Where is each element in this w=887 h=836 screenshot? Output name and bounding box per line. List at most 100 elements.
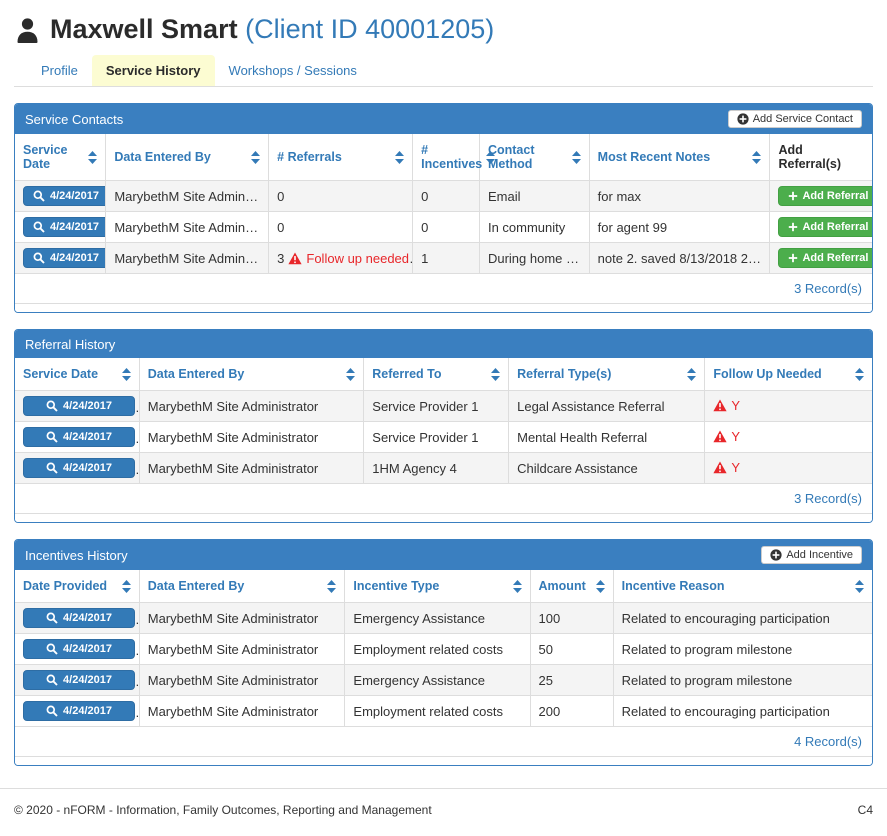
col-service-date[interactable]: Service Date (15, 358, 140, 391)
plus-icon (788, 191, 798, 201)
panel-padding (15, 304, 872, 312)
warning-icon (713, 461, 727, 474)
view-service-contact-button[interactable]: 4/24/2017 (23, 186, 105, 206)
service-contacts-table: Service Date Data Entered By # Referrals… (15, 134, 872, 304)
data-entered-by-cell: MarybethM Site Administrator (139, 695, 346, 727)
referral-type-cell: Childcare Assistance (508, 452, 706, 484)
sort-icon (251, 150, 261, 164)
record-count: 3 Record(s) (15, 483, 872, 514)
col-data-entered-by[interactable]: Data Entered By (105, 134, 270, 181)
view-incentive-button[interactable]: 4/24/2017 (23, 670, 135, 690)
view-incentive-button[interactable]: 4/24/2017 (23, 639, 135, 659)
view-referral-button[interactable]: 4/24/2017 (23, 458, 135, 478)
panel-padding (15, 757, 872, 765)
col-incentive-type[interactable]: Incentive Type (344, 570, 531, 603)
referral-type-cell: Legal Assistance Referral (508, 390, 706, 422)
col-add-referrals: Add Referral(s) (769, 134, 872, 181)
table-row: 4/24/2017 MarybethM Site Administrator 1… (15, 452, 872, 484)
search-icon (46, 705, 58, 717)
tab-service-history[interactable]: Service History (91, 55, 215, 86)
incentive-reason-cell: Related to program milestone (613, 633, 872, 665)
add-incentive-button[interactable]: Add Incentive (761, 546, 862, 564)
incentive-reason-cell: Related to program milestone (613, 664, 872, 696)
col-num-incentives[interactable]: # Incentives (412, 134, 496, 181)
view-service-contact-button[interactable]: 4/24/2017 (23, 248, 105, 268)
user-icon (14, 16, 41, 44)
incentives-history-panel: Incentives History Add Incentive Date Pr… (14, 539, 873, 766)
col-referred-to[interactable]: Referred To (363, 358, 510, 391)
sort-icon (571, 150, 581, 164)
table-row: 4/24/2017 MarybethM Site Administrator 0… (15, 211, 872, 243)
follow-up-cell: Y (704, 421, 872, 453)
tab-bar: Profile Service History Workshops / Sess… (14, 55, 873, 87)
referred-to-cell: Service Provider 1 (363, 390, 510, 422)
col-data-entered-by[interactable]: Data Entered By (139, 358, 365, 391)
col-contact-method[interactable]: Contact Method (479, 134, 590, 181)
page-header: Maxwell Smart (Client ID 40001205) (14, 14, 873, 45)
view-referral-button[interactable]: 4/24/2017 (23, 396, 135, 416)
referral-history-panel: Referral History Service Date Data Enter… (14, 329, 873, 523)
col-most-recent-notes[interactable]: Most Recent Notes (589, 134, 771, 181)
table-row: 4/24/2017 MarybethM Site Administrator S… (15, 390, 872, 422)
search-icon (33, 190, 45, 202)
col-follow-up-needed[interactable]: Follow Up Needed (704, 358, 872, 391)
warning-icon (713, 399, 727, 412)
table-row: 4/24/2017 MarybethM Site Administrator 3… (15, 242, 872, 274)
col-amount[interactable]: Amount (530, 570, 614, 603)
view-incentive-button[interactable]: 4/24/2017 (23, 701, 135, 721)
view-referral-button[interactable]: 4/24/2017 (23, 427, 135, 447)
contact-method-cell: In community (479, 211, 590, 243)
record-count: 4 Record(s) (15, 726, 872, 757)
sort-icon (687, 367, 697, 381)
incentive-reason-cell: Related to encouraging participation (613, 695, 872, 727)
tab-workshops-sessions[interactable]: Workshops / Sessions (228, 63, 357, 78)
add-service-contact-button[interactable]: Add Service Contact (727, 110, 862, 128)
incentive-type-cell: Emergency Assistance (344, 664, 531, 696)
add-referral-button[interactable]: Add Referral (778, 217, 872, 237)
service-contacts-title: Service Contacts (25, 111, 124, 127)
col-referral-types[interactable]: Referral Type(s) (508, 358, 706, 391)
col-num-referrals[interactable]: # Referrals (268, 134, 414, 181)
data-entered-by-cell: MarybethM Site Administrator (139, 390, 365, 422)
warning-icon (713, 430, 727, 443)
referred-to-cell: Service Provider 1 (363, 421, 510, 453)
referrals-cell: 0 (268, 180, 414, 212)
contact-method-cell: Email (479, 180, 590, 212)
col-date-provided[interactable]: Date Provided (15, 570, 140, 603)
referral-history-title: Referral History (25, 336, 116, 352)
data-entered-by-cell: MarybethM Site Administrator (139, 421, 365, 453)
data-entered-by-cell: MarybethM Site Administrator (139, 452, 365, 484)
table-row: 4/24/2017 MarybethM Site Administrator E… (15, 695, 872, 727)
notes-cell: for agent 99 (589, 211, 771, 243)
data-entered-by-cell: MarybethM Site Administrator (139, 664, 346, 696)
incentives-history-table: Date Provided Data Entered By Incentive … (15, 570, 872, 757)
plus-icon (788, 253, 798, 263)
footer-divider (0, 788, 887, 789)
sort-icon (752, 150, 762, 164)
sort-icon (88, 150, 98, 164)
col-incentive-reason[interactable]: Incentive Reason (613, 570, 872, 603)
col-data-entered-by[interactable]: Data Entered By (139, 570, 346, 603)
search-icon (46, 462, 58, 474)
sort-icon (121, 579, 131, 593)
incentives-history-title: Incentives History (25, 547, 128, 563)
copyright-text: © 2020 - nFORM - Information, Family Out… (14, 803, 432, 817)
view-service-contact-button[interactable]: 4/24/2017 (23, 217, 105, 237)
follow-up-cell: Y (704, 452, 872, 484)
plus-icon (788, 222, 798, 232)
data-entered-by-cell: MarybethM Site Administrator (105, 180, 270, 212)
add-referral-button[interactable]: Add Referral (778, 248, 872, 268)
page-footer: © 2020 - nFORM - Information, Family Out… (0, 789, 887, 835)
sort-icon (327, 579, 337, 593)
referrals-cell: 3 Follow up needed (268, 242, 414, 274)
add-referral-button[interactable]: Add Referral (778, 186, 872, 206)
view-incentive-button[interactable]: 4/24/2017 (23, 608, 135, 628)
data-entered-by-cell: MarybethM Site Administrator (105, 242, 270, 274)
amount-cell: 50 (530, 633, 614, 665)
plus-circle-icon (770, 549, 782, 561)
col-service-date[interactable]: Service Date (15, 134, 107, 181)
incentive-type-cell: Employment related costs (344, 633, 531, 665)
contact-method-cell: During home visit (479, 242, 590, 274)
referral-type-cell: Mental Health Referral (508, 421, 706, 453)
tab-profile[interactable]: Profile (41, 63, 78, 78)
